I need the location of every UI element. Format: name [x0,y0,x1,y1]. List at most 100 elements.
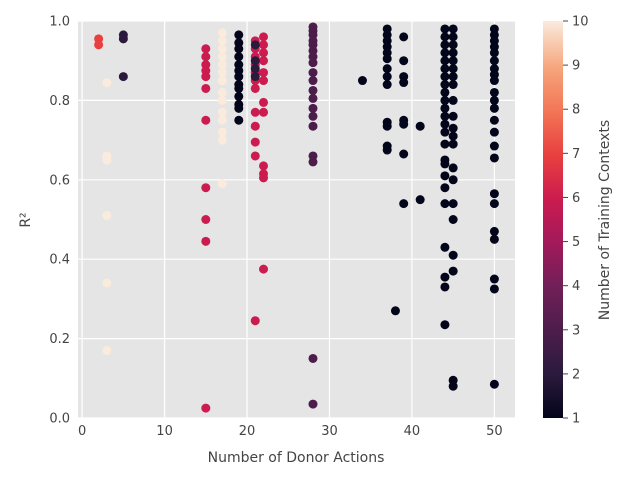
colorbar-tick-label: 6 [572,191,580,206]
data-point [399,32,409,42]
data-point [250,137,260,147]
data-point [448,56,458,66]
data-point [217,135,227,145]
data-point [308,68,318,78]
colorbar-tick-label: 3 [572,323,580,338]
data-point [489,141,499,151]
data-point [234,30,244,40]
data-point [259,32,269,42]
data-point [399,119,409,129]
data-point [201,44,211,54]
data-point [118,72,128,82]
data-point [217,68,227,78]
x-axis-label: Number of Donor Actions [208,450,385,466]
data-point [201,115,211,125]
data-point [440,56,450,66]
y-tick-label: 0.6 [49,173,70,188]
data-point [489,226,499,236]
data-point [102,155,112,165]
data-point [308,157,318,167]
data-point [259,40,269,50]
data-point [217,36,227,46]
data-point [201,72,211,82]
data-point [440,72,450,82]
data-point [448,64,458,74]
data-point [440,127,450,137]
data-point [448,266,458,276]
data-point [415,195,425,205]
data-point [118,34,128,44]
data-point [217,95,227,105]
data-point [489,76,499,86]
data-point [448,72,458,82]
data-point [415,121,425,131]
colorbar-tick-label: 9 [572,59,580,74]
data-point [217,60,227,70]
data-point [382,72,392,82]
data-point [440,139,450,149]
data-point [390,306,400,316]
data-point [250,83,260,93]
data-point [259,76,269,86]
data-point [217,87,227,97]
data-point [217,28,227,38]
data-point [250,40,260,50]
data-points [94,22,499,413]
data-point [382,145,392,155]
data-point [308,399,318,409]
data-point [308,58,318,68]
data-point [308,103,318,113]
data-point [102,211,112,221]
data-point [250,64,260,74]
data-point [440,80,450,90]
y-tick-label: 0.0 [49,412,70,427]
data-point [448,24,458,34]
data-point [308,76,318,86]
data-point [308,353,318,363]
data-point [250,107,260,117]
data-point [489,103,499,113]
data-point [399,149,409,159]
colorbar-tick-label: 4 [572,279,580,294]
data-point [94,40,104,50]
data-point [234,103,244,113]
data-point [259,161,269,171]
data-point [448,139,458,149]
data-point [440,111,450,121]
data-point [234,72,244,82]
data-point [440,199,450,209]
data-point [102,278,112,288]
data-point [234,52,244,62]
data-point [382,80,392,90]
data-point [440,24,450,34]
x-tick-label: 10 [156,424,173,439]
data-point [448,80,458,90]
data-point [448,48,458,58]
data-point [259,264,269,274]
data-point [440,272,450,282]
colorbar-tick-label: 1 [572,412,580,427]
data-point [308,93,318,103]
data-point [448,32,458,42]
data-point [399,56,409,66]
data-point [440,32,450,42]
x-tick-label: 20 [239,424,256,439]
data-point [440,282,450,292]
data-point [448,250,458,260]
data-point [201,236,211,246]
data-point [382,54,392,64]
data-point [489,379,499,389]
y-tick-label: 0.8 [49,94,70,109]
data-point [448,40,458,50]
data-point [217,76,227,86]
data-point [102,346,112,356]
data-point [440,48,450,58]
data-point [357,76,367,86]
colorbar-label: Number of Training Contexts [597,120,613,320]
data-point [440,119,450,129]
data-point [448,123,458,133]
data-point [399,78,409,88]
data-point [440,242,450,252]
data-point [308,111,318,121]
data-point [201,215,211,224]
